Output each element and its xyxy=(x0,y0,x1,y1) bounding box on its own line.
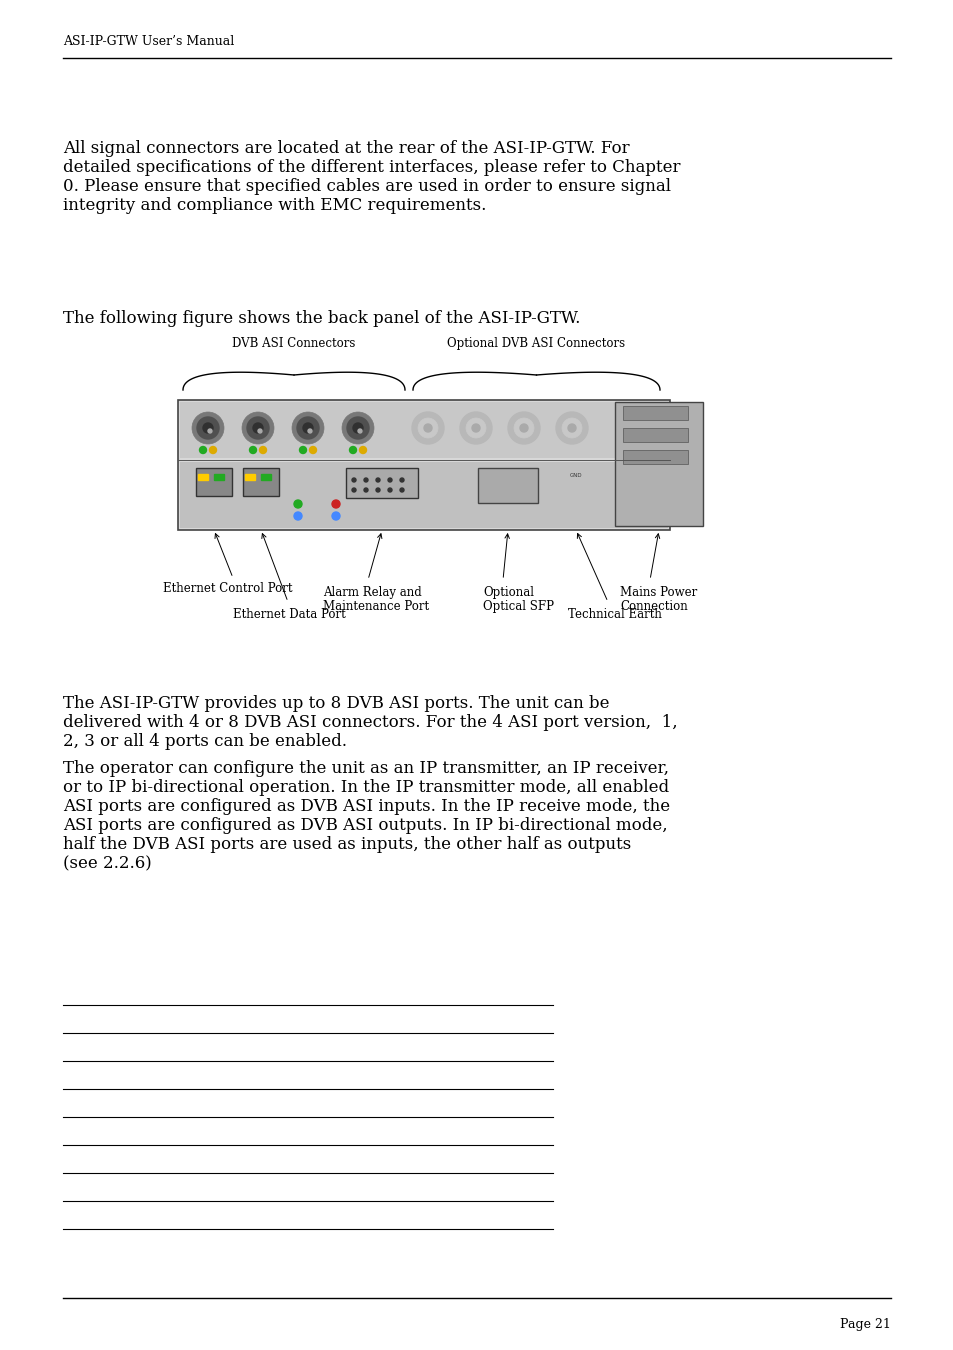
Text: Optional: Optional xyxy=(482,586,534,599)
Text: detailed specifications of the different interfaces, please refer to Chapter: detailed specifications of the different… xyxy=(63,159,679,176)
Text: half the DVB ASI ports are used as inputs, the other half as outputs: half the DVB ASI ports are used as input… xyxy=(63,836,631,853)
Bar xyxy=(180,462,667,528)
Circle shape xyxy=(332,500,339,508)
Circle shape xyxy=(199,447,206,454)
Circle shape xyxy=(364,487,368,491)
Text: DVB ASI Connectors: DVB ASI Connectors xyxy=(233,338,355,350)
Text: Ethernet Control Port: Ethernet Control Port xyxy=(163,582,293,595)
Bar xyxy=(178,400,669,531)
Bar xyxy=(622,450,687,464)
Bar xyxy=(180,402,667,458)
Circle shape xyxy=(192,412,224,444)
Circle shape xyxy=(556,412,587,444)
Circle shape xyxy=(561,418,581,437)
Circle shape xyxy=(364,478,368,482)
Text: Maintenance Port: Maintenance Port xyxy=(323,599,429,613)
Bar xyxy=(198,474,208,481)
Text: The ASI-IP-GTW provides up to 8 DVB ASI ports. The unit can be: The ASI-IP-GTW provides up to 8 DVB ASI … xyxy=(63,695,609,711)
Circle shape xyxy=(359,447,366,454)
Circle shape xyxy=(423,424,432,432)
Text: 0. Please ensure that specified cables are used in order to ensure signal: 0. Please ensure that specified cables a… xyxy=(63,178,670,194)
Text: Optical SFP: Optical SFP xyxy=(482,599,554,613)
Circle shape xyxy=(412,412,443,444)
Text: or to IP bi-directional operation. In the IP transmitter mode, all enabled: or to IP bi-directional operation. In th… xyxy=(63,779,668,796)
Circle shape xyxy=(347,417,369,439)
Circle shape xyxy=(308,429,312,433)
Text: (see 2.2.6): (see 2.2.6) xyxy=(63,855,152,872)
Circle shape xyxy=(294,500,302,508)
Circle shape xyxy=(299,447,306,454)
Circle shape xyxy=(388,487,392,491)
Text: integrity and compliance with EMC requirements.: integrity and compliance with EMC requir… xyxy=(63,197,486,215)
Circle shape xyxy=(332,512,339,520)
Circle shape xyxy=(341,412,374,444)
Circle shape xyxy=(196,417,219,439)
Circle shape xyxy=(253,423,263,433)
Bar xyxy=(622,428,687,441)
Circle shape xyxy=(399,487,403,491)
Circle shape xyxy=(352,487,355,491)
Circle shape xyxy=(357,429,361,433)
Circle shape xyxy=(472,424,479,432)
Circle shape xyxy=(259,447,266,454)
Text: The operator can configure the unit as an IP transmitter, an IP receiver,: The operator can configure the unit as a… xyxy=(63,760,668,778)
Text: ASI ports are configured as DVB ASI inputs. In the IP receive mode, the: ASI ports are configured as DVB ASI inpu… xyxy=(63,798,669,815)
Bar xyxy=(261,474,271,481)
Circle shape xyxy=(203,423,213,433)
Text: 2, 3 or all 4 ports can be enabled.: 2, 3 or all 4 ports can be enabled. xyxy=(63,733,347,751)
Text: delivered with 4 or 8 DVB ASI connectors. For the 4 ASI port version,  1,: delivered with 4 or 8 DVB ASI connectors… xyxy=(63,714,677,730)
Text: Optional DVB ASI Connectors: Optional DVB ASI Connectors xyxy=(447,338,625,350)
Bar xyxy=(213,474,224,481)
Circle shape xyxy=(242,412,274,444)
Bar xyxy=(477,468,537,504)
Circle shape xyxy=(210,447,216,454)
Bar xyxy=(245,474,254,481)
Circle shape xyxy=(294,512,302,520)
Circle shape xyxy=(303,423,313,433)
Text: Technical Earth: Technical Earth xyxy=(567,608,661,621)
Circle shape xyxy=(519,424,527,432)
Text: Alarm Relay and: Alarm Relay and xyxy=(323,586,421,599)
Circle shape xyxy=(353,423,363,433)
Circle shape xyxy=(250,447,256,454)
Text: GND: GND xyxy=(569,472,581,478)
Bar xyxy=(195,468,232,495)
Circle shape xyxy=(465,418,485,437)
Circle shape xyxy=(349,447,356,454)
Bar xyxy=(243,468,278,495)
Circle shape xyxy=(257,429,262,433)
Bar xyxy=(622,406,687,420)
Text: All signal connectors are located at the rear of the ASI-IP-GTW. For: All signal connectors are located at the… xyxy=(63,140,629,157)
Circle shape xyxy=(388,478,392,482)
Circle shape xyxy=(208,429,212,433)
Circle shape xyxy=(375,487,379,491)
Text: The following figure shows the back panel of the ASI-IP-GTW.: The following figure shows the back pane… xyxy=(63,310,579,327)
Text: Mains Power: Mains Power xyxy=(619,586,697,599)
Circle shape xyxy=(459,412,492,444)
Circle shape xyxy=(247,417,269,439)
Circle shape xyxy=(309,447,316,454)
Text: ASI-IP-GTW User’s Manual: ASI-IP-GTW User’s Manual xyxy=(63,35,234,49)
Circle shape xyxy=(417,418,437,437)
Text: Page 21: Page 21 xyxy=(840,1318,890,1331)
Text: Connection: Connection xyxy=(619,599,687,613)
Circle shape xyxy=(567,424,576,432)
Circle shape xyxy=(375,478,379,482)
Circle shape xyxy=(507,412,539,444)
Circle shape xyxy=(399,478,403,482)
Text: ASI ports are configured as DVB ASI outputs. In IP bi-directional mode,: ASI ports are configured as DVB ASI outp… xyxy=(63,817,667,834)
Circle shape xyxy=(296,417,318,439)
Circle shape xyxy=(292,412,324,444)
Circle shape xyxy=(514,418,534,437)
Text: Ethernet Data Port: Ethernet Data Port xyxy=(233,608,345,621)
Bar xyxy=(615,402,702,526)
Circle shape xyxy=(352,478,355,482)
Bar xyxy=(346,468,417,498)
